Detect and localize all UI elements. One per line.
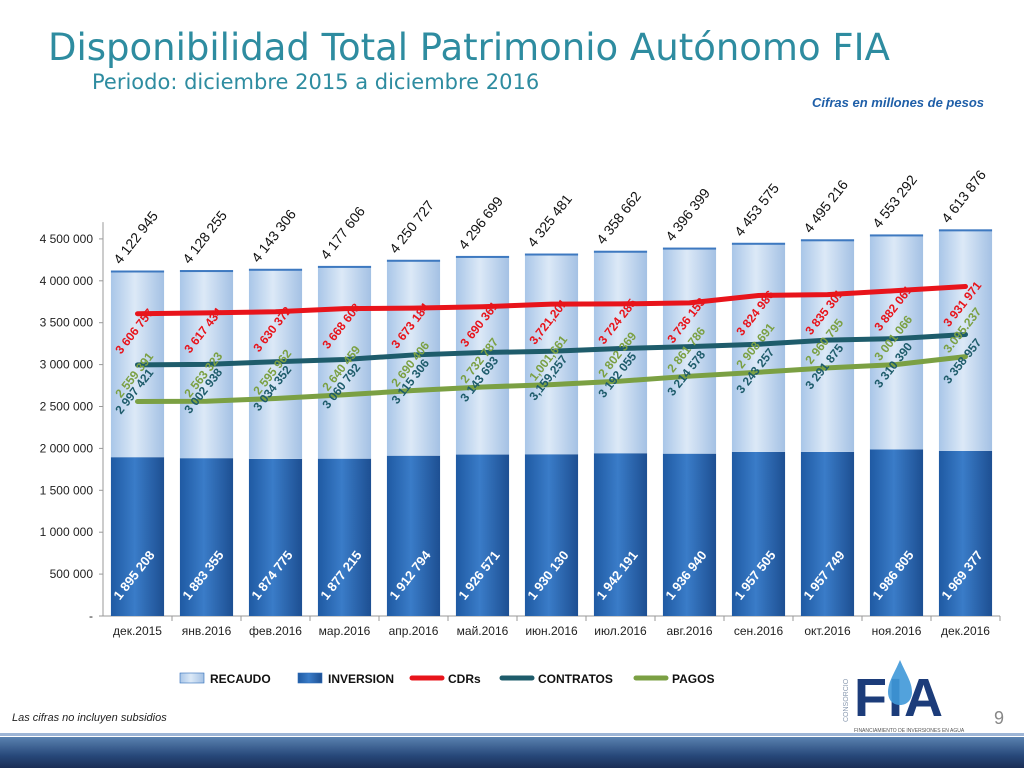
x-tick-label: мар.2016 [319,624,371,638]
bar-inversion [248,458,303,616]
bar-inversion [869,449,924,616]
bar-recaudo [938,229,993,451]
chart-lines [135,284,968,405]
slide-title: Disponibilidad Total Patrimonio Autónomo… [48,26,890,69]
bar-top-edge [110,270,165,273]
total-label: 4 358 662 [593,188,644,247]
chart-axes: - 500 000 1 000 000 1 500 000 2 000 000 2 500… [40,222,1001,638]
fia-logo: CONSORCIO FIA FINANCIAMIENTO DE INVERSIO… [843,660,965,734]
bar-top-edge [800,239,855,242]
y-tick-label: 2 500 000 [40,400,94,414]
total-label: 4 553 292 [869,172,920,231]
total-label: 4 250 727 [386,197,437,256]
y-tick-label: 4 500 000 [40,232,94,246]
x-tick-label: фев.2016 [249,624,302,638]
total-label: 4 128 255 [179,207,230,266]
bar-top-edge [317,265,372,268]
bar-top-edge [386,259,441,262]
total-label: 4 495 216 [800,177,851,236]
bar-recaudo [662,247,717,454]
page-number: 9 [993,708,1004,728]
x-tick-label: сен.2016 [734,624,784,638]
footer-bar [0,737,1024,768]
total-label: 4 143 306 [248,206,299,265]
line-contratos [135,332,968,368]
legend-label: CONTRATOS [538,672,613,686]
chart-legend: RECAUDO INVERSION CDRs CONTRATOS PAGOS [179,672,714,686]
bar-top-edge [731,242,786,245]
x-tick-label: июн.2016 [525,624,578,638]
water-drop-icon [888,660,912,705]
bar-inversion [179,458,234,616]
line-cdrs [135,284,968,317]
bar-inversion [938,450,993,616]
legend-label: INVERSION [328,672,394,686]
y-tick-label: 2 000 000 [40,441,94,455]
bar-inversion [386,455,441,616]
total-label: 4 453 575 [731,180,782,239]
chart-bars [110,229,993,616]
total-label: 4 396 399 [662,185,713,244]
legend-swatch [297,672,323,684]
y-tick-label: 1 500 000 [40,483,94,497]
bar-top-edge [248,268,303,271]
bar-top-edge [938,229,993,232]
total-label: 4 122 945 [110,208,161,267]
x-tick-label: июл.2016 [594,624,647,638]
x-tick-label: апр.2016 [389,624,439,638]
stacked-bar-line-chart: - 500 000 1 000 000 1 500 000 2 000 000 2 500… [40,167,1001,686]
y-tick-label: 4 000 000 [40,274,94,288]
bar-recaudo [731,242,786,452]
x-tick-label: авг.2016 [667,624,713,638]
bar-inversion [593,453,648,616]
total-label: 4 613 876 [938,167,989,226]
units-note: Cifras en millones de pesos [812,95,984,110]
bar-inversion [455,454,510,616]
legend-swatch [179,672,205,684]
y-tick-label: 1 000 000 [40,525,94,539]
bar-top-edge [662,247,717,250]
bar-recaudo [593,250,648,454]
bar-inversion [662,453,717,616]
total-label: 4 177 606 [317,203,368,262]
logo-tagline: FINANCIAMIENTO DE INVERSIONES EN AGUA [854,728,965,734]
x-tick-label: окт.2016 [804,624,851,638]
bar-top-edge [869,234,924,237]
bar-inversion [524,454,579,616]
bar-top-edge [524,253,579,256]
bar-top-edge [593,250,648,253]
bar-recaudo [800,239,855,452]
footnote: Las cifras no incluyen subsidios [12,712,167,724]
x-tick-label: янв.2016 [182,624,232,638]
x-tick-label: ноя.2016 [872,624,922,638]
bar-top-edge [179,270,234,273]
footer-accent-line [0,733,1024,736]
bar-inversion [110,457,165,616]
bar-inversion [317,458,372,616]
bar-inversion [731,451,786,616]
legend-label: CDRs [448,672,481,686]
y-tick-label: 500 000 [50,567,94,581]
legend-label: RECAUDO [210,672,271,686]
y-tick-label: 3 500 000 [40,316,94,330]
logo-side-text: CONSORCIO [843,678,850,722]
x-tick-label: май.2016 [457,624,509,638]
y-tick-label: 3 000 000 [40,358,94,372]
legend-label: PAGOS [672,672,714,686]
total-label: 4 325 481 [524,191,575,250]
bar-inversion [800,451,855,616]
x-tick-label: дек.2015 [113,624,162,638]
x-tick-label: дек.2016 [941,624,990,638]
slide-subtitle: Periodo: diciembre 2015 a diciembre 2016 [92,70,540,94]
y-tick-label: - [89,609,93,623]
line-pagos [135,354,968,405]
bar-top-edge [455,255,510,258]
bar-recaudo [869,234,924,450]
total-label: 4 296 699 [455,193,506,252]
